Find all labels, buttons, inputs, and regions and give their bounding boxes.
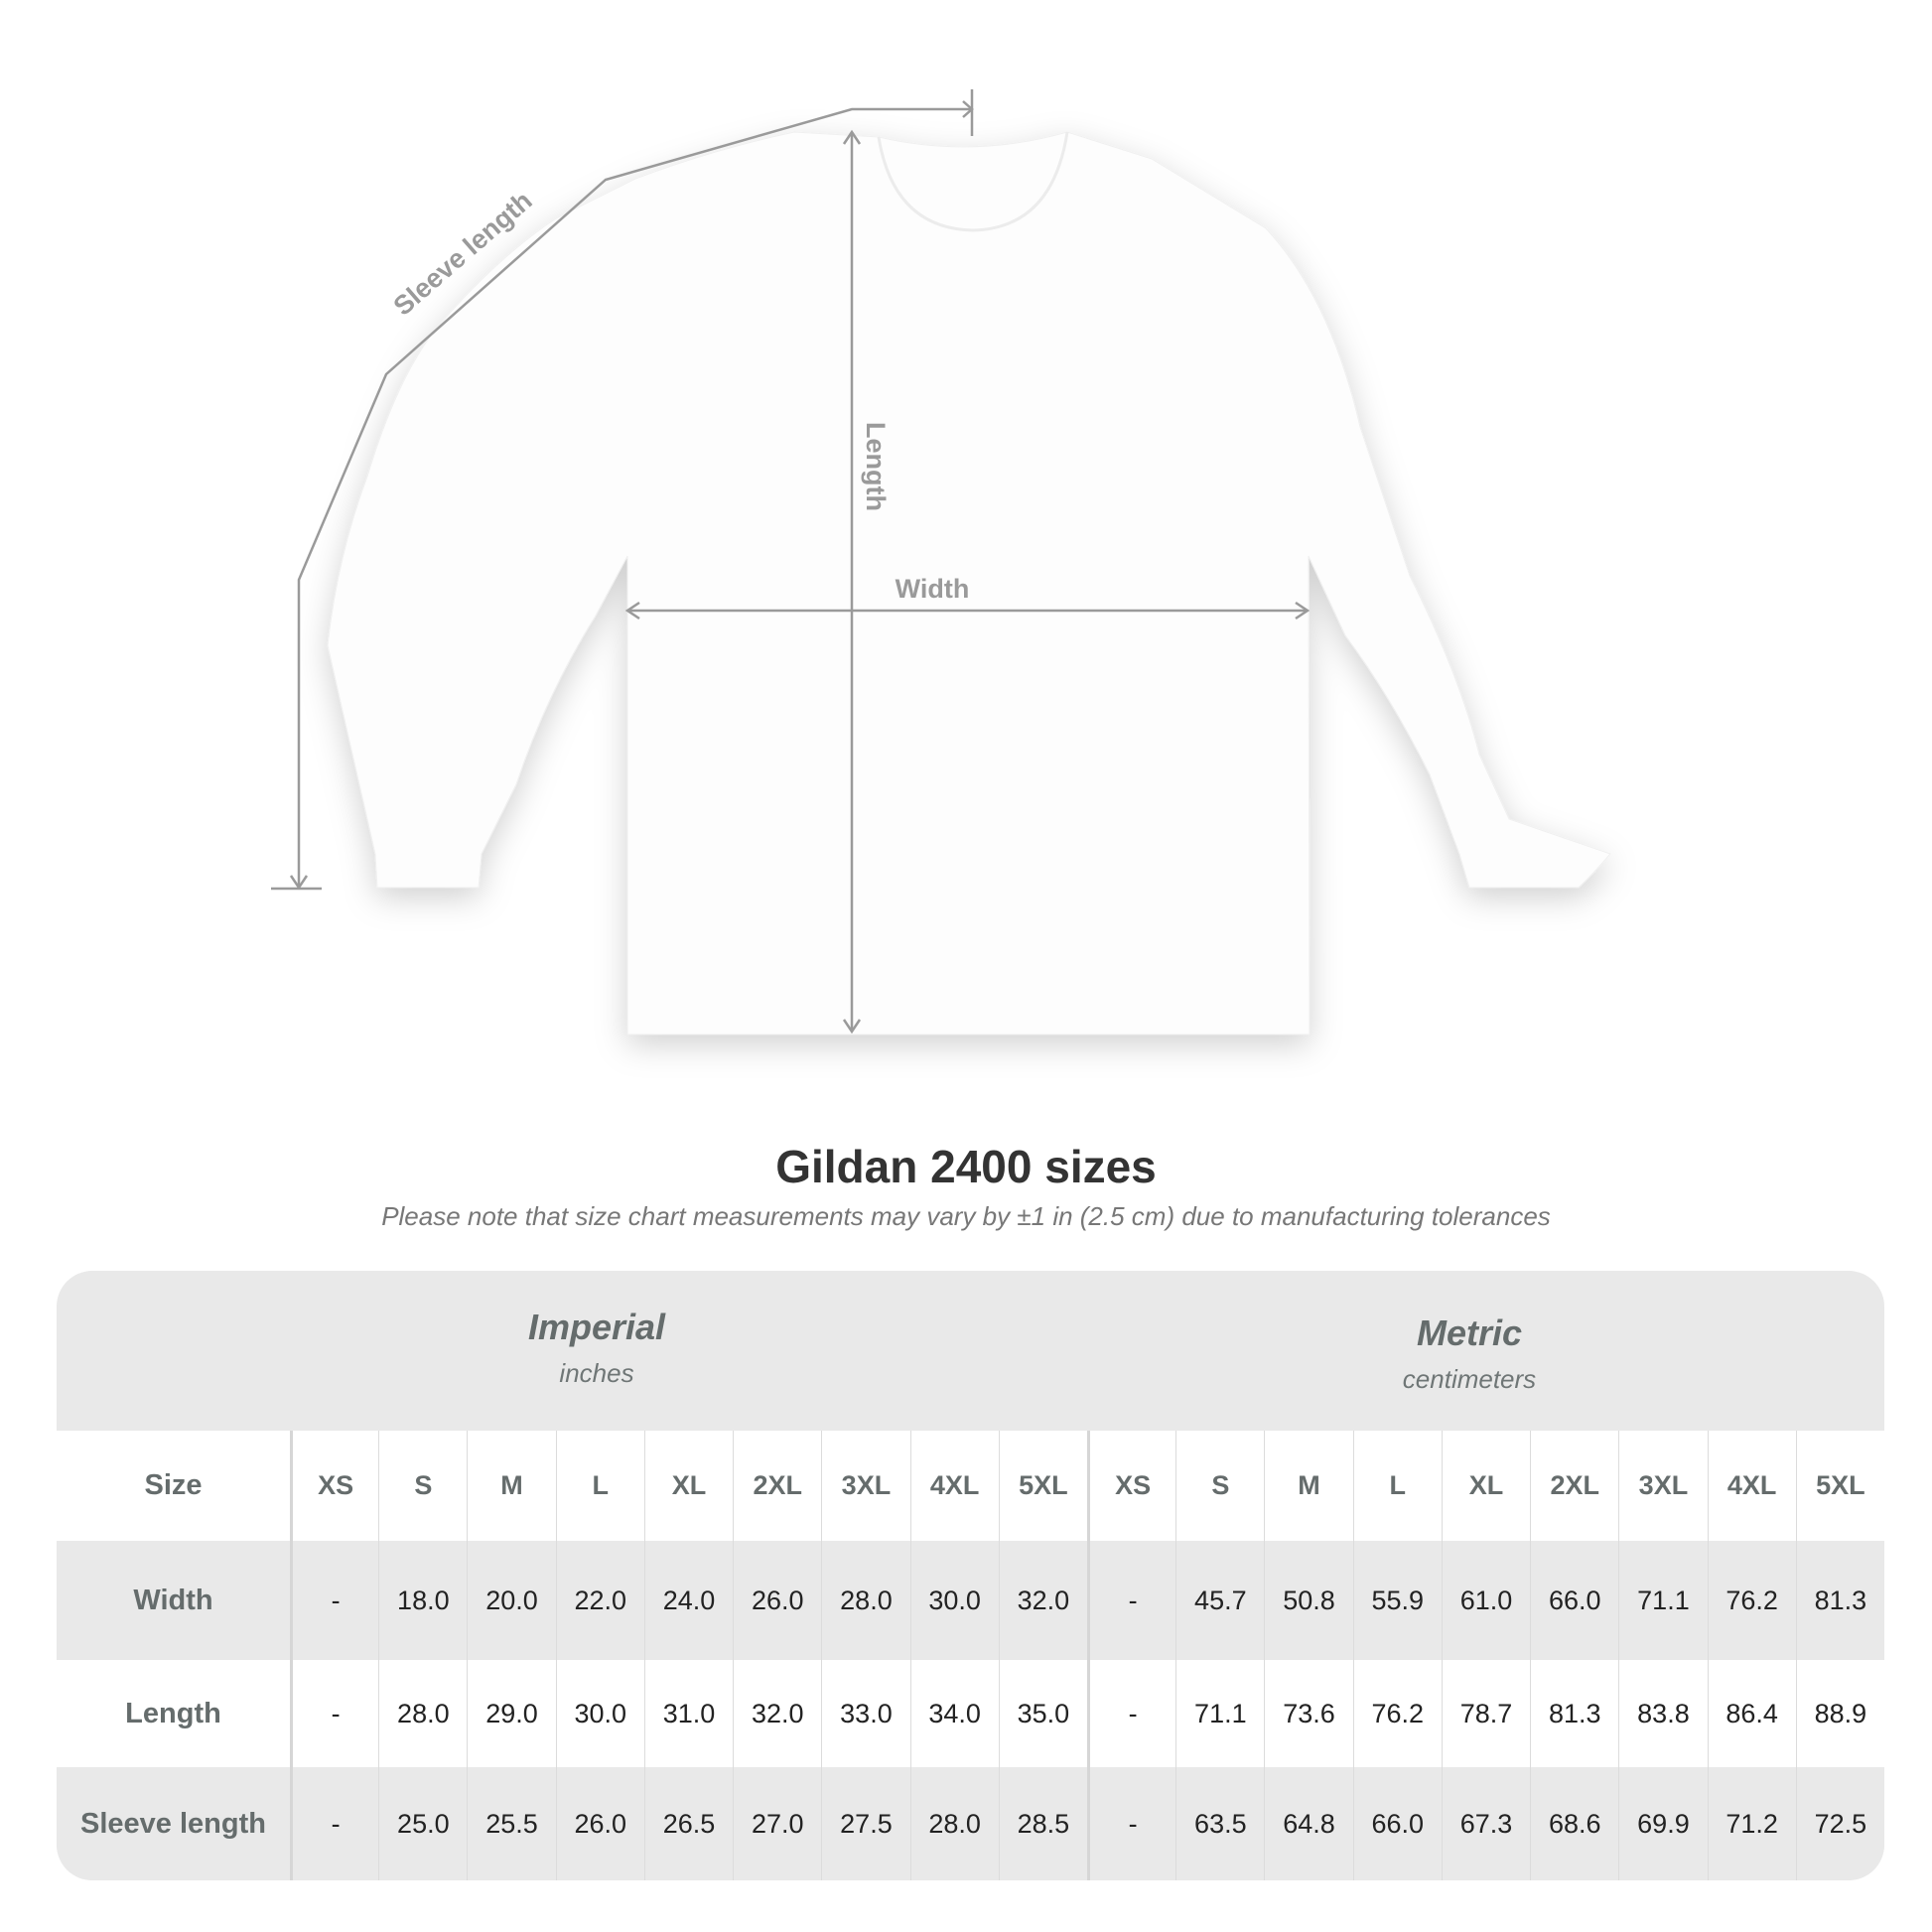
value-cell-metric: 88.9 [1795, 1660, 1884, 1767]
value-cell-imperial: 32.0 [998, 1541, 1087, 1660]
table-row: Width -18.0 20.0 22.0 24.0 26.0 28.0 30.0 32.0-4… [57, 1541, 1884, 1660]
size-header-imperial: 4XL [909, 1431, 999, 1541]
value-cell-imperial: 24.0 [643, 1541, 733, 1660]
value-cell-metric: 61.0 [1441, 1541, 1530, 1660]
value-cell-metric: 67.3 [1441, 1767, 1530, 1880]
value-cell-metric: - [1087, 1541, 1175, 1660]
value-cell-imperial: - [290, 1541, 378, 1660]
value-cell-metric: 83.8 [1618, 1660, 1707, 1767]
value-cell-imperial: - [290, 1767, 378, 1880]
length-label: Length [861, 422, 891, 511]
measurement-lines [271, 89, 1311, 1035]
size-label: Size [144, 1469, 203, 1501]
size-header-imperial: L [555, 1431, 644, 1541]
size-header-metric: M [1264, 1431, 1352, 1541]
value-cell-metric: 71.1 [1175, 1660, 1264, 1767]
value-cell-imperial: 25.5 [467, 1767, 555, 1880]
value-cell-imperial: 28.0 [378, 1660, 467, 1767]
value-cell-imperial: - [290, 1660, 378, 1767]
value-cell-imperial: 35.0 [998, 1660, 1087, 1767]
metric-header: Metric centimeters [1221, 1312, 1718, 1395]
value-cell-imperial: 20.0 [467, 1541, 555, 1660]
imperial-title: Imperial [527, 1307, 666, 1347]
value-cell-metric: - [1087, 1767, 1175, 1880]
size-header-row: Size XS S M L XL 2XL 3XL 4XL 5XL XS S M L XL 2XL 3XL 4XL 5… [57, 1431, 1884, 1541]
size-header-imperial: M [467, 1431, 555, 1541]
size-header-imperial: 3XL [821, 1431, 909, 1541]
size-header-imperial: S [378, 1431, 467, 1541]
value-cell-metric: 76.2 [1707, 1541, 1796, 1660]
size-header-metric: 5XL [1795, 1431, 1884, 1541]
value-cell-metric: 71.1 [1618, 1541, 1707, 1660]
value-cell-imperial: 28.0 [821, 1541, 909, 1660]
value-cell-metric: 50.8 [1264, 1541, 1352, 1660]
value-cell-metric: 68.6 [1530, 1767, 1618, 1880]
value-cell-imperial: 29.0 [467, 1660, 555, 1767]
value-cell-metric: - [1087, 1660, 1175, 1767]
shirt-diagram: Sleeve length Length Width [271, 89, 1611, 1035]
value-cell-imperial: 33.0 [821, 1660, 909, 1767]
size-header-metric: L [1352, 1431, 1442, 1541]
metric-unit: centimeters [1402, 1364, 1537, 1394]
value-cell-metric: 55.9 [1352, 1541, 1442, 1660]
value-cell-imperial: 32.0 [733, 1660, 821, 1767]
value-cell-metric: 78.7 [1441, 1660, 1530, 1767]
size-header-metric: 2XL [1530, 1431, 1618, 1541]
row-label: Length [125, 1697, 221, 1729]
value-cell-imperial: 26.5 [643, 1767, 733, 1880]
value-cell-metric: 71.2 [1707, 1767, 1796, 1880]
value-cell-imperial: 26.0 [733, 1541, 821, 1660]
size-header-metric: 4XL [1707, 1431, 1796, 1541]
value-cell-imperial: 28.5 [998, 1767, 1087, 1880]
value-cell-metric: 64.8 [1264, 1767, 1352, 1880]
metric-title: Metric [1416, 1312, 1523, 1353]
size-table: Imperial inches Metric centimeters Size X… [57, 1271, 1884, 1880]
value-cell-imperial: 25.0 [378, 1767, 467, 1880]
tolerance-note: Please note that size chart measurements… [381, 1201, 1551, 1231]
page-title: Gildan 2400 sizes [775, 1141, 1157, 1192]
size-header-imperial: 2XL [733, 1431, 821, 1541]
sleeve-length-line [297, 107, 972, 888]
table-row: Length -28.0 29.0 30.0 31.0 32.0 33.0 34.0 35.0-… [57, 1660, 1884, 1767]
value-cell-imperial: 28.0 [909, 1767, 999, 1880]
imperial-unit: inches [559, 1358, 634, 1388]
size-header-metric: XS [1087, 1431, 1175, 1541]
value-cell-imperial: 27.5 [821, 1767, 909, 1880]
row-label: Width [133, 1584, 213, 1616]
value-cell-imperial: 30.0 [909, 1541, 999, 1660]
value-cell-imperial: 27.0 [733, 1767, 821, 1880]
value-cell-metric: 66.0 [1530, 1541, 1618, 1660]
value-cell-metric: 66.0 [1352, 1767, 1442, 1880]
width-label: Width [896, 574, 970, 604]
value-cell-metric: 72.5 [1795, 1767, 1884, 1880]
imperial-header: Imperial inches [348, 1307, 845, 1389]
value-cell-metric: 76.2 [1352, 1660, 1442, 1767]
value-cell-metric: 69.9 [1618, 1767, 1707, 1880]
value-cell-imperial: 22.0 [555, 1541, 644, 1660]
value-cell-metric: 73.6 [1264, 1660, 1352, 1767]
size-header-metric: S [1175, 1431, 1264, 1541]
size-header-imperial: XS [290, 1431, 378, 1541]
table-row: Sleeve length -25.0 25.5 26.0 26.5 27.0 27.5 28… [57, 1767, 1884, 1880]
size-header-metric: XL [1441, 1431, 1530, 1541]
size-header-imperial: XL [643, 1431, 733, 1541]
long-sleeve-shirt-illustration [327, 131, 1611, 1035]
neckline [877, 131, 1069, 232]
value-cell-imperial: 31.0 [643, 1660, 733, 1767]
value-cell-imperial: 34.0 [909, 1660, 999, 1767]
value-cell-imperial: 26.0 [555, 1767, 644, 1880]
value-cell-imperial: 18.0 [378, 1541, 467, 1660]
table-header: Imperial inches Metric centimeters [57, 1271, 1884, 1431]
value-cell-metric: 45.7 [1175, 1541, 1264, 1660]
size-header-imperial: 5XL [998, 1431, 1087, 1541]
value-cell-metric: 81.3 [1795, 1541, 1884, 1660]
value-cell-metric: 63.5 [1175, 1767, 1264, 1880]
value-cell-metric: 86.4 [1707, 1660, 1796, 1767]
value-cell-metric: 81.3 [1530, 1660, 1618, 1767]
size-header-metric: 3XL [1618, 1431, 1707, 1541]
value-cell-imperial: 30.0 [555, 1660, 644, 1767]
row-label: Sleeve length [80, 1807, 266, 1840]
